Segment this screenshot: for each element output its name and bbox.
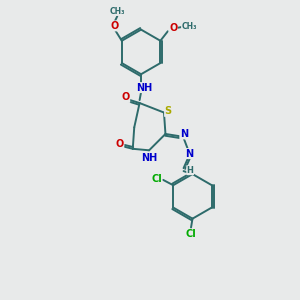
Text: N: N (180, 129, 188, 139)
Text: Cl: Cl (186, 229, 196, 239)
Text: NH: NH (141, 153, 157, 163)
Text: CH₃: CH₃ (110, 7, 125, 16)
Text: N: N (185, 148, 193, 159)
Text: O: O (122, 92, 130, 102)
Text: NH: NH (136, 82, 152, 93)
Text: O: O (169, 23, 177, 33)
Text: CH₃: CH₃ (182, 22, 197, 31)
Text: H: H (187, 166, 194, 175)
Text: O: O (110, 21, 118, 31)
Text: Cl: Cl (151, 174, 162, 184)
Text: O: O (116, 139, 124, 149)
Text: S: S (165, 106, 172, 116)
